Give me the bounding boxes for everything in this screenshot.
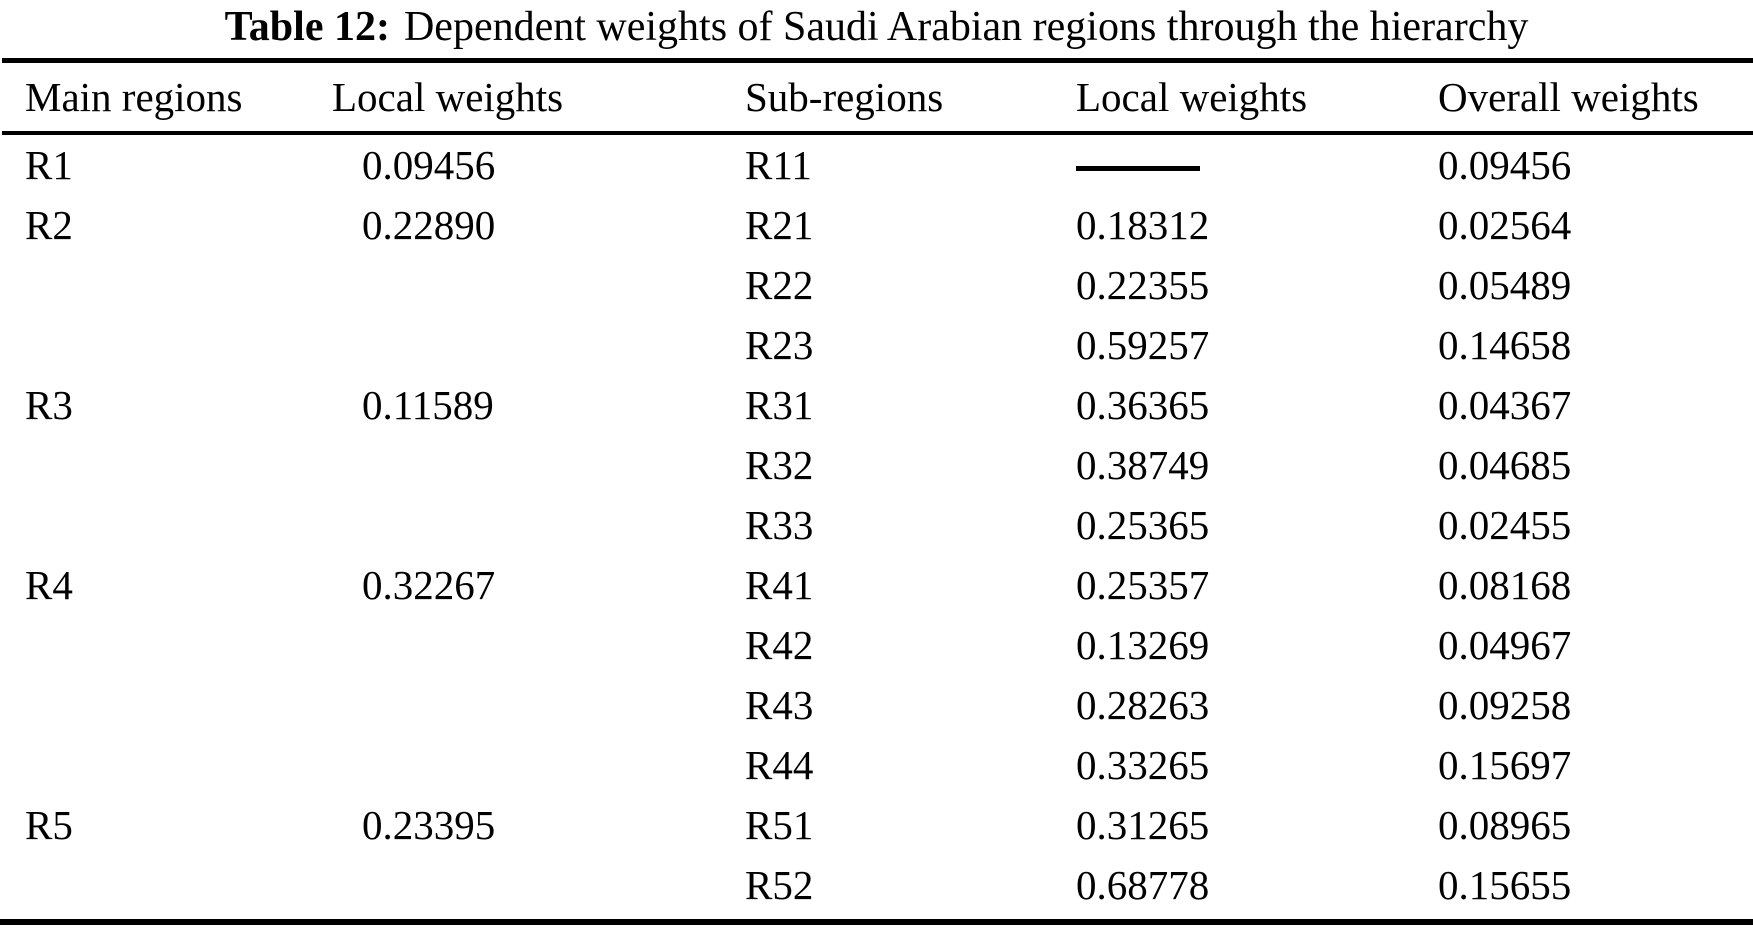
table-row: R32 0.38749 0.04685 — [25, 435, 1753, 495]
bottom-rule — [0, 919, 1753, 925]
cell-main-local-weight: 0.32267 — [362, 562, 496, 608]
table-row: R42 0.13269 0.04967 — [25, 615, 1753, 675]
table-row: R3 0.11589 R31 0.36365 0.04367 — [25, 375, 1753, 435]
table-header-row: Main regions Local weights Sub-regions L… — [25, 63, 1753, 131]
cell-sub-local-weight: 0.68778 — [1076, 862, 1210, 908]
cell-sub-local-weight — [1076, 135, 1438, 195]
cell-sub-local-weight: 0.25365 — [1076, 502, 1210, 548]
cell-sub-region: R31 — [745, 382, 814, 428]
top-rule — [2, 58, 1753, 63]
cell-sub-region: R51 — [745, 802, 814, 848]
cell-main-local-weight: 0.23395 — [362, 802, 496, 848]
cell-sub-region: R33 — [745, 502, 814, 548]
cell-sub-local-weight: 0.59257 — [1076, 322, 1210, 368]
table-row: R1 0.09456 R11 0.09456 — [25, 135, 1753, 195]
cell-main-region — [25, 315, 332, 375]
cell-main-region: R3 — [25, 382, 73, 428]
table-row: R44 0.33265 0.15697 — [25, 735, 1753, 795]
cell-main-region — [25, 735, 332, 795]
cell-sub-local-weight: 0.13269 — [1076, 622, 1210, 668]
cell-overall-weight: 0.04967 — [1438, 622, 1572, 668]
cell-main-local-weight — [332, 735, 745, 795]
cell-sub-region: R32 — [745, 442, 814, 488]
table-caption-text: Dependent weights of Saudi Arabian regio… — [403, 4, 1529, 50]
cell-overall-weight: 0.08965 — [1438, 802, 1572, 848]
cell-sub-region: R23 — [745, 322, 814, 368]
cell-sub-local-weight: 0.25357 — [1076, 562, 1210, 608]
cell-main-region: R2 — [25, 202, 73, 248]
cell-main-local-weight — [332, 675, 745, 735]
cell-main-region: R1 — [25, 142, 73, 188]
table-row: R52 0.68778 0.15655 — [25, 855, 1753, 915]
cell-overall-weight: 0.15655 — [1438, 862, 1572, 908]
cell-sub-region: R11 — [745, 142, 812, 188]
table-number-label: Table 12: — [224, 4, 390, 50]
header-overall-weights: Overall weights — [1438, 74, 1699, 120]
cell-overall-weight: 0.15697 — [1438, 742, 1572, 788]
cell-main-local-weight: 0.11589 — [362, 382, 494, 428]
cell-sub-local-weight: 0.38749 — [1076, 442, 1210, 488]
cell-overall-weight: 0.04685 — [1438, 442, 1572, 488]
cell-sub-region: R52 — [745, 862, 814, 908]
header-main-regions: Main regions — [25, 74, 243, 120]
cell-main-local-weight — [332, 315, 745, 375]
cell-sub-local-weight: 0.31265 — [1076, 802, 1210, 848]
cell-sub-region: R22 — [745, 262, 814, 308]
cell-sub-region: R21 — [745, 202, 814, 248]
cell-sub-region: R41 — [745, 562, 814, 608]
cell-sub-region: R42 — [745, 622, 814, 668]
cell-main-region: R5 — [25, 802, 73, 848]
cell-overall-weight: 0.08168 — [1438, 562, 1572, 608]
table-caption: Table 12: Dependent weights of Saudi Arab… — [0, 1, 1753, 53]
cell-main-local-weight — [332, 495, 745, 555]
cell-sub-region: R43 — [745, 682, 814, 728]
table-body: R1 0.09456 R11 0.09456 R2 0.22890 R21 0.… — [25, 135, 1753, 915]
cell-sub-local-weight: 0.22355 — [1076, 262, 1210, 308]
table-row: R4 0.32267 R41 0.25357 0.08168 — [25, 555, 1753, 615]
cell-overall-weight: 0.09456 — [1438, 142, 1572, 188]
cell-main-local-weight — [332, 255, 745, 315]
header-sub-regions: Sub-regions — [745, 74, 944, 120]
cell-main-local-weight — [332, 615, 745, 675]
cell-main-region — [25, 435, 332, 495]
cell-overall-weight: 0.02564 — [1438, 202, 1572, 248]
cell-sub-region: R44 — [745, 742, 814, 788]
cell-main-region — [25, 855, 332, 915]
table-row: R33 0.25365 0.02455 — [25, 495, 1753, 555]
cell-main-region — [25, 675, 332, 735]
cell-main-region — [25, 495, 332, 555]
header-local-weights-1: Local weights — [332, 74, 564, 120]
cell-main-region — [25, 615, 332, 675]
table-row: R5 0.23395 R51 0.31265 0.08965 — [25, 795, 1753, 855]
cell-sub-local-weight: 0.18312 — [1076, 202, 1210, 248]
cell-sub-local-weight: 0.33265 — [1076, 742, 1210, 788]
cell-overall-weight: 0.02455 — [1438, 502, 1572, 548]
cell-main-local-weight: 0.22890 — [362, 202, 496, 248]
cell-overall-weight: 0.09258 — [1438, 682, 1572, 728]
cell-overall-weight: 0.14658 — [1438, 322, 1572, 368]
table-row: R43 0.28263 0.09258 — [25, 675, 1753, 735]
cell-main-local-weight — [332, 435, 745, 495]
table-row: R22 0.22355 0.05489 — [25, 255, 1753, 315]
cell-main-local-weight: 0.09456 — [362, 142, 496, 188]
cell-sub-local-weight: 0.28263 — [1076, 682, 1210, 728]
cell-overall-weight: 0.05489 — [1438, 262, 1572, 308]
table-row: R2 0.22890 R21 0.18312 0.02564 — [25, 195, 1753, 255]
cell-sub-local-weight: 0.36365 — [1076, 382, 1210, 428]
cell-main-local-weight — [332, 855, 745, 915]
no-value-dash — [1076, 166, 1200, 171]
cell-main-region — [25, 255, 332, 315]
header-local-weights-2: Local weights — [1076, 74, 1308, 120]
cell-overall-weight: 0.04367 — [1438, 382, 1572, 428]
cell-main-region: R4 — [25, 562, 73, 608]
table-row: R23 0.59257 0.14658 — [25, 315, 1753, 375]
header-rule — [2, 131, 1753, 135]
